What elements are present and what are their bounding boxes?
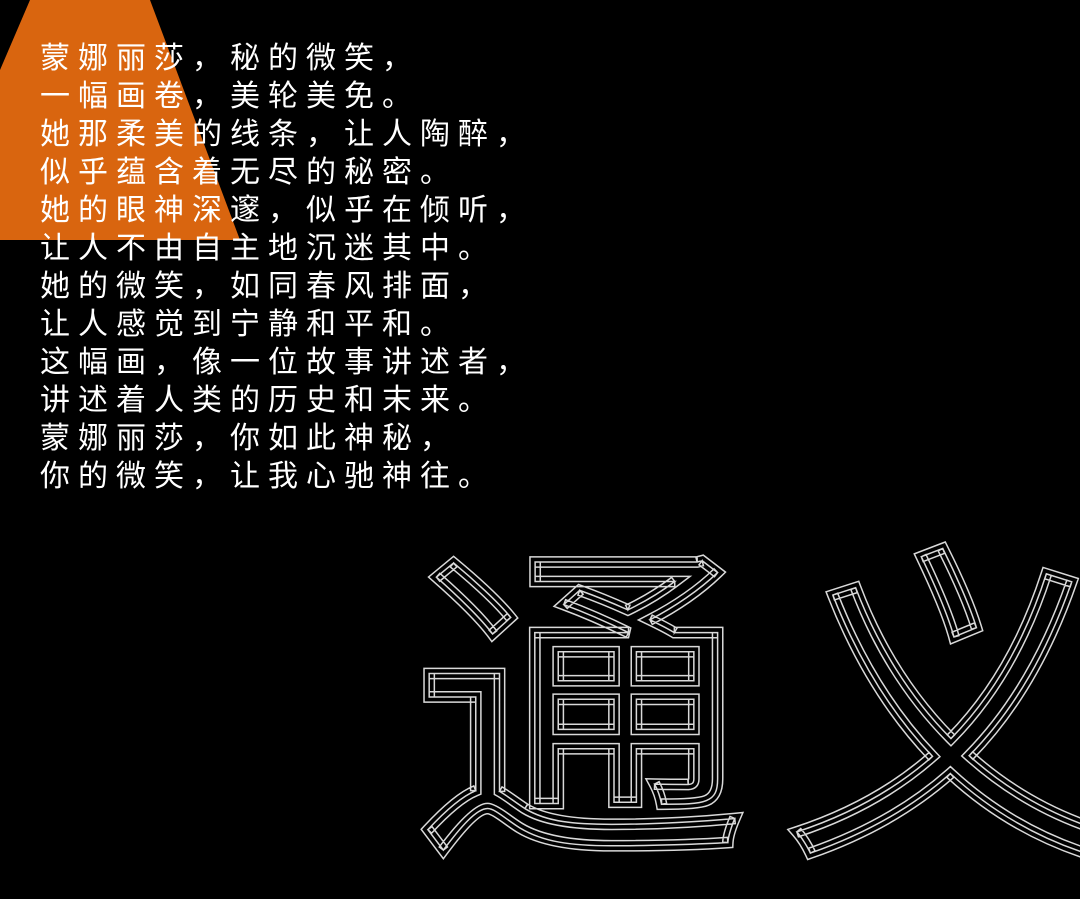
poem-line: 这幅画，像一位故事讲述者， [40,345,534,380]
poem-line: 蒙娜丽莎，秘的微笑， [40,41,420,76]
poem-text: 蒙娜丽莎，秘的微笑， 一幅画卷，美轮美免。 她那柔美的线条，让人陶醉， 似乎蕴含… [40,40,534,496]
poem-line: 她的微笑，如同春风排面， [40,269,496,304]
poem-line: 蒙娜丽莎，你如此神秘， [40,421,458,456]
poem-line: 她那柔美的线条，让人陶醉， [40,117,534,152]
poem-line: 讲述着人类的历史和末来。 [40,383,496,418]
poem-line: 一幅画卷，美轮美免。 [40,79,420,114]
poem-line: 你的微笑，让我心驰神往。 [40,459,496,494]
poem-line: 似乎蕴含着无尽的秘密。 [40,155,458,190]
orange-letter-a-shape [0,0,240,240]
poem-line: 让人感觉到宁静和平和。 [40,307,458,342]
outline-character-yi: 义 [784,521,1080,899]
outline-character-tong: 通 [414,521,746,899]
poem-line: 她的眼神深邃，似乎在倾听， [40,193,534,228]
poem-line: 让人不由自主地沉迷其中。 [40,231,496,266]
